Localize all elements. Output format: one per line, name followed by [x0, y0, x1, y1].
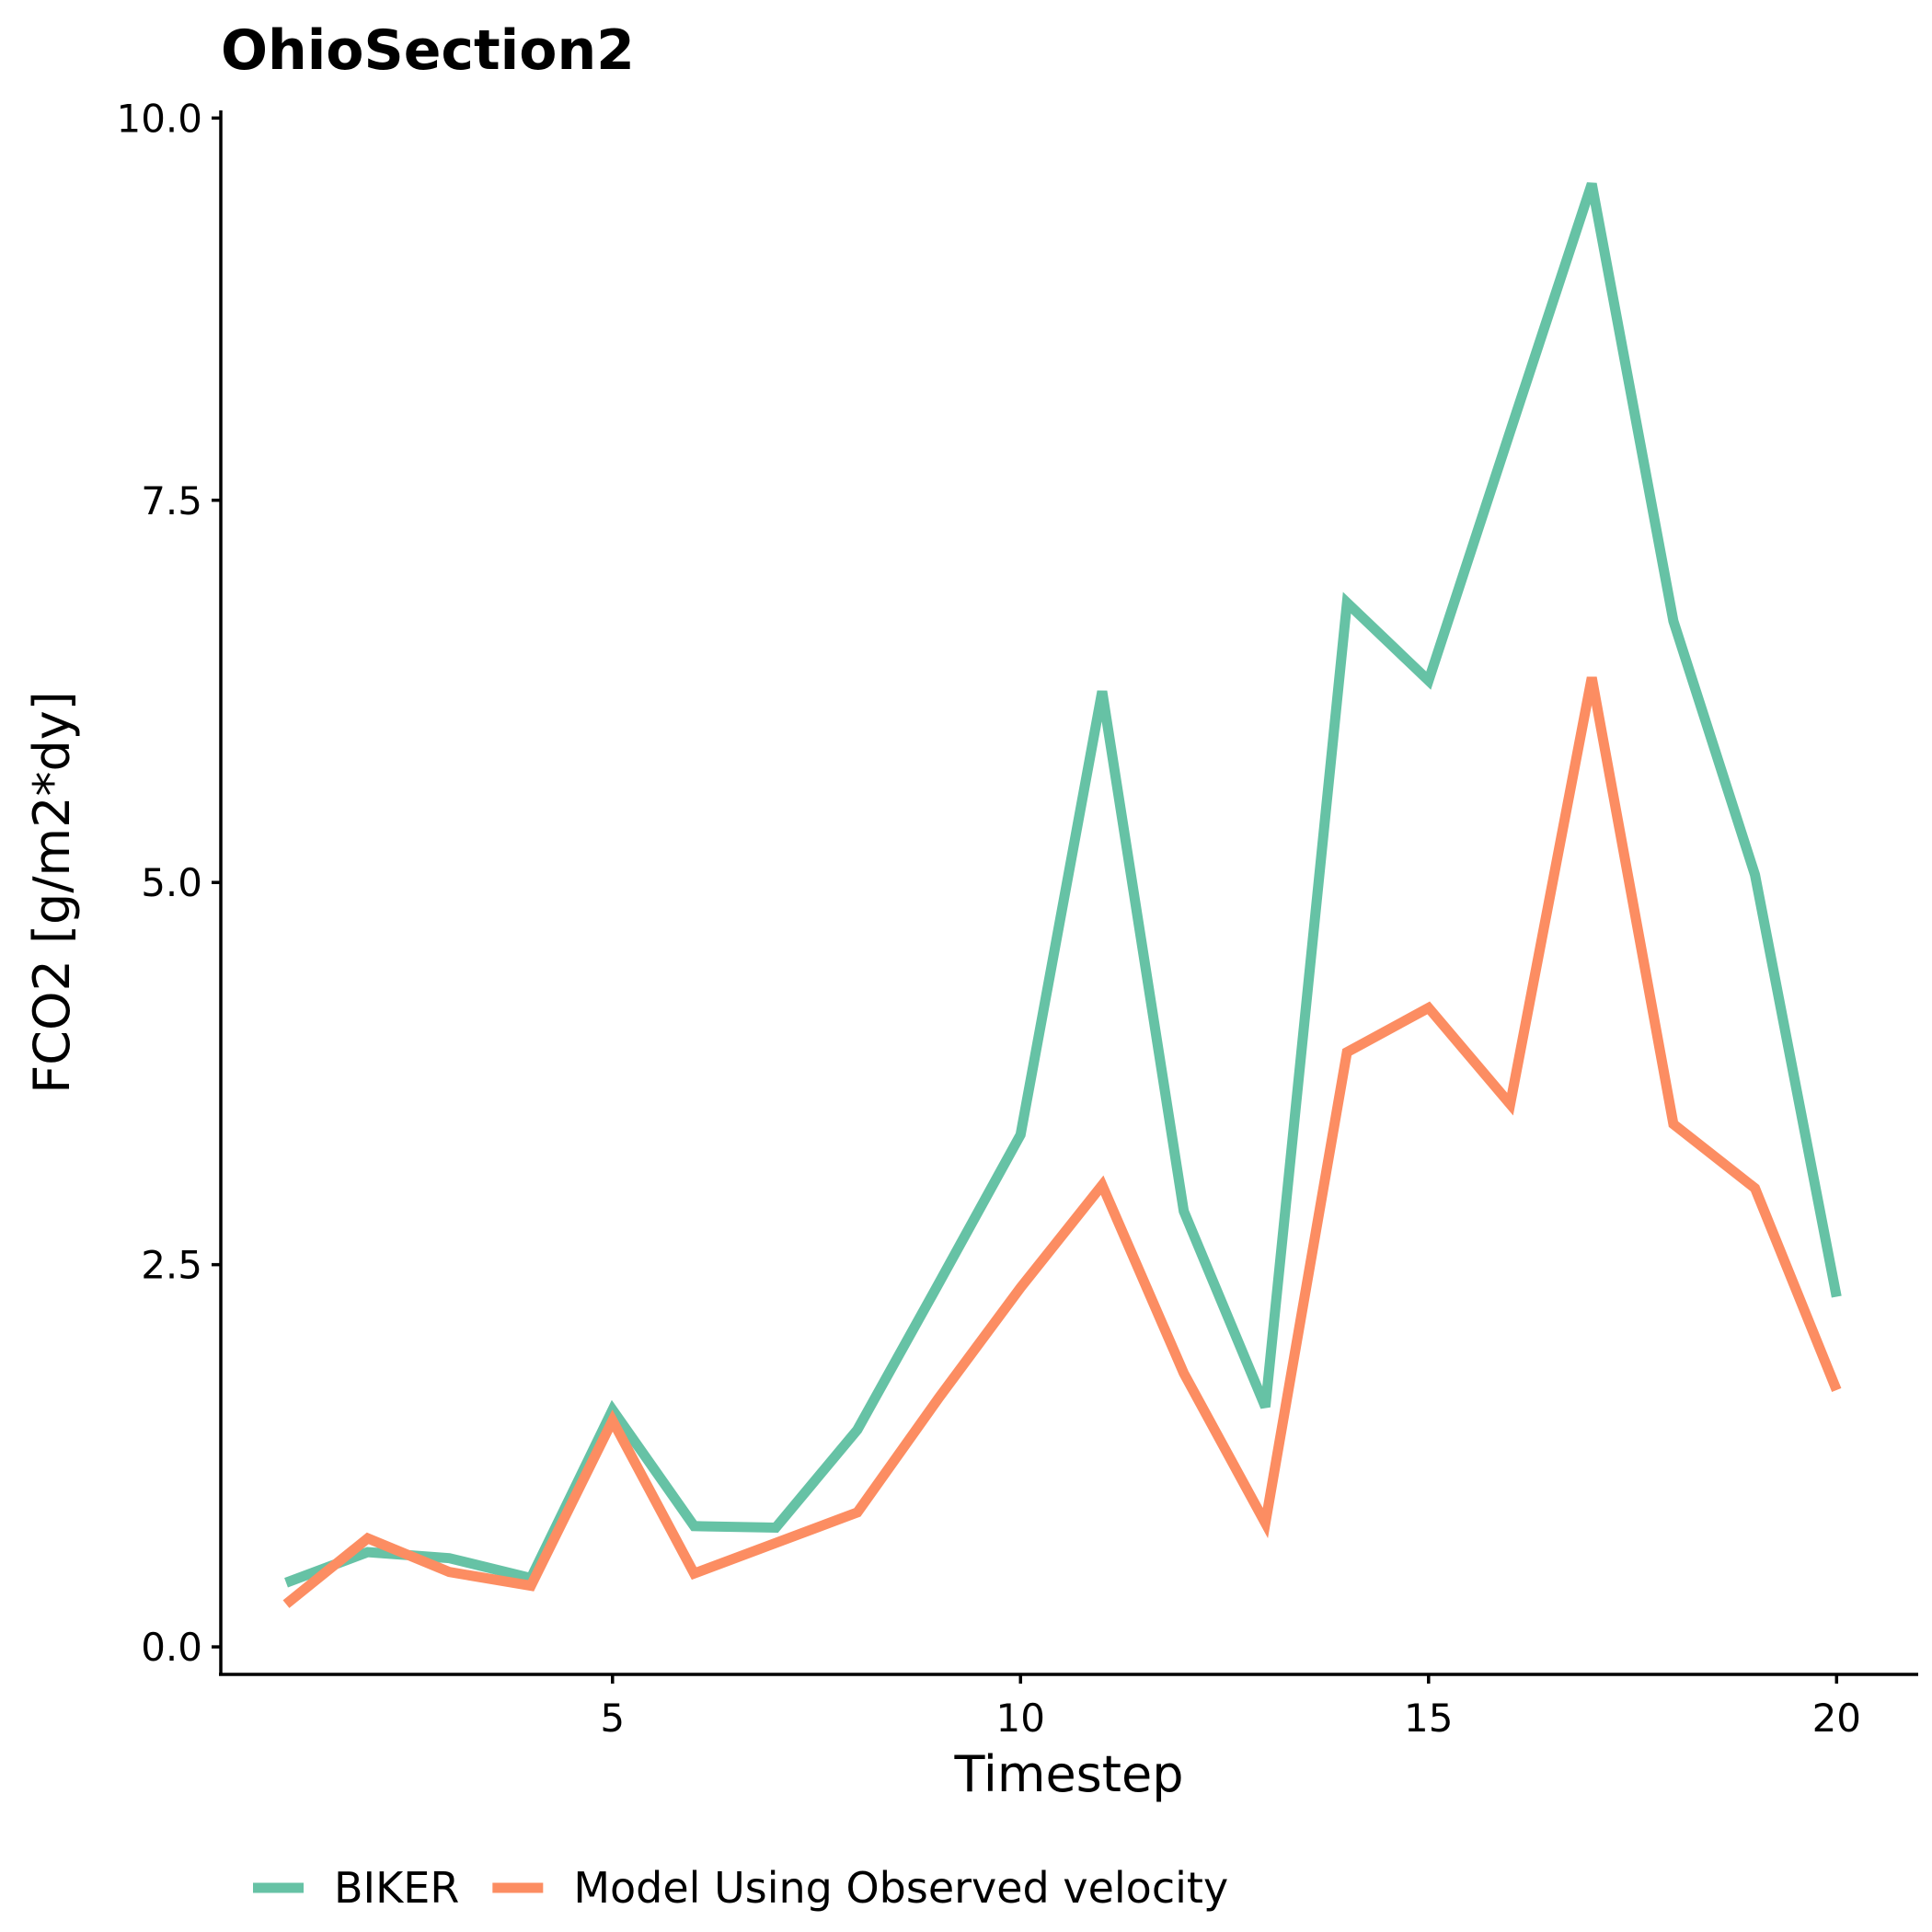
legend-label-2: Model Using Observed velocity — [573, 1863, 1228, 1913]
series-line-2 — [282, 676, 1842, 1608]
x-ticks: 5 10 15 20 — [600, 1674, 1861, 1741]
x-tick-label: 10 — [996, 1696, 1045, 1741]
x-axis-title: Timestep — [954, 1745, 1184, 1803]
x-tick-label: 15 — [1404, 1696, 1453, 1741]
legend-label-1: BIKER — [334, 1863, 459, 1913]
y-axis-title: FCO2 [g/m2*dy] — [23, 691, 81, 1094]
y-tick-label: 2.5 — [141, 1243, 202, 1288]
y-tick-label: 10.0 — [116, 96, 202, 141]
y-tick-label: 7.5 — [141, 478, 202, 523]
chart-title: OhioSection2 — [221, 18, 635, 83]
legend: BIKER Model Using Observed velocity — [253, 1863, 1228, 1913]
x-tick-label: 5 — [600, 1696, 625, 1741]
axes — [219, 110, 1918, 1676]
y-ticks: 0.0 2.5 5.0 7.5 10.0 — [116, 96, 221, 1670]
series-lines — [282, 182, 1842, 1608]
x-tick-label: 20 — [1812, 1696, 1861, 1741]
series-line-1 — [284, 182, 1842, 1588]
y-tick-label: 5.0 — [141, 860, 202, 905]
y-tick-label: 0.0 — [141, 1625, 202, 1670]
